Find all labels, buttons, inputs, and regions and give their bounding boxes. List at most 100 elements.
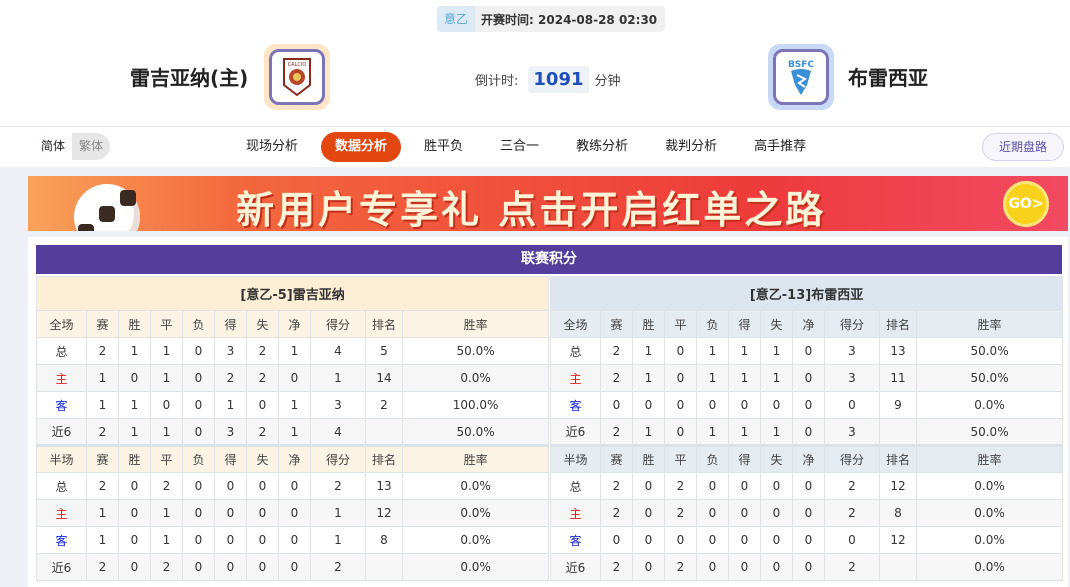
content-area: 新用户专享礼 点击开启红单之路 GO> 联赛积分 [意乙-5]雷吉亚纳 全场赛胜平… (0, 167, 1070, 587)
language-toggle[interactable]: 简体 繁体 (34, 133, 111, 160)
league-tag[interactable]: 意乙 (437, 6, 476, 32)
table-cell: 2 (824, 499, 880, 527)
go-button[interactable]: GO> (1003, 181, 1049, 227)
table-cell: 2 (310, 553, 366, 581)
table-cell: 1 (696, 364, 729, 392)
table-row: 总 2 1 0 1 1 1 0 3 13 50.0% (550, 337, 1064, 365)
away-team-name[interactable]: 布雷西亚 (848, 66, 928, 90)
table-cell: 1 (150, 499, 183, 527)
row-label: 客 (550, 391, 601, 419)
home-team-name[interactable]: 雷吉亚纳(主) (130, 66, 249, 90)
row-label: 客 (36, 526, 87, 554)
table-cell: 0 (696, 526, 729, 554)
table-cell (365, 553, 403, 581)
table-row: 近6 2 0 2 0 0 0 0 2 0.0% (550, 553, 1064, 581)
table-cell: 1 (310, 526, 366, 554)
table-cell: 2 (150, 472, 183, 500)
column-header: 失 (246, 310, 279, 338)
table-cell: 1 (728, 364, 761, 392)
table-cell: 50.0% (915, 418, 1064, 447)
table-cell: 14 (365, 364, 403, 392)
row-label: 主 (36, 364, 87, 392)
table-cell: 0 (182, 337, 215, 365)
tab-6[interactable]: 高手推荐 (754, 139, 807, 154)
table-cell: 5 (365, 337, 403, 365)
tab-0[interactable]: 现场分析 (246, 139, 299, 154)
table-row: 主 2 0 2 0 0 0 0 2 8 0.0% (550, 499, 1064, 527)
table-cell: 1 (632, 364, 665, 392)
table-cell: 1 (760, 364, 793, 392)
column-header: 赛 (600, 445, 633, 473)
table-row: 客 0 0 0 0 0 0 0 0 9 0.0% (550, 391, 1064, 419)
column-header: 平 (664, 310, 697, 338)
table-cell: 2 (86, 553, 119, 581)
table-cell: 0 (600, 526, 633, 554)
tab-2[interactable]: 胜平负 (424, 139, 464, 154)
table-cell: 0 (182, 364, 215, 392)
table-row: 总 2 0 2 0 0 0 0 2 13 0.0% (36, 472, 550, 500)
column-header: 半场 (36, 445, 87, 473)
row-label: 主 (36, 499, 87, 527)
table-cell: 13 (879, 337, 917, 365)
table-cell: 0 (824, 526, 880, 554)
promo-banner[interactable]: 新用户专享礼 点击开启红单之路 GO> (28, 176, 1068, 231)
column-header: 赛 (86, 445, 119, 473)
table-cell: 2 (824, 472, 880, 500)
row-label: 近6 (550, 418, 601, 447)
table-cell: 1 (150, 364, 183, 392)
table-cell: 0 (792, 526, 825, 554)
table-cell: 3 (824, 364, 880, 392)
table-cell: 0 (182, 526, 215, 554)
away-team-logo[interactable]: BSFC (768, 44, 834, 110)
table-cell: 0 (118, 553, 151, 581)
full-header-row: 全场赛胜平负得失净得分 排名 胜率 (36, 310, 550, 338)
home-team-logo[interactable]: CALCIO (264, 44, 330, 110)
tab-1[interactable]: 数据分析 (321, 132, 402, 162)
team-standing-title: [意乙-5]雷吉亚纳 (35, 276, 550, 311)
table-cell: 1 (310, 499, 366, 527)
tab-4[interactable]: 教练分析 (576, 139, 629, 154)
tab-3[interactable]: 三合一 (500, 139, 540, 154)
column-header: 得分 (310, 310, 366, 338)
table-cell: 0 (278, 499, 311, 527)
table-cell: 2 (664, 472, 697, 500)
table-cell: 2 (310, 472, 366, 500)
table-cell: 1 (760, 337, 793, 365)
table-cell: 2 (824, 553, 880, 581)
table-cell: 0 (728, 526, 761, 554)
recent-handicap-button[interactable]: 近期盘路 (982, 133, 1064, 161)
table-cell: 0 (760, 499, 793, 527)
table-cell: 1 (150, 526, 183, 554)
countdown-label: 倒计时: (475, 74, 519, 89)
half-header-row: 半场赛胜平负得失净得分 排名 胜率 (36, 445, 550, 473)
column-header: 负 (696, 445, 729, 473)
table-cell: 0.0% (401, 499, 550, 527)
table-cell: 1 (118, 391, 151, 419)
tab-list: 现场分析 数据分析 胜平负 三合一 教练分析 裁判分析 高手推荐 (232, 132, 829, 162)
table-cell: 3 (310, 391, 366, 419)
table-cell: 0 (760, 472, 793, 500)
table-cell: 0.0% (401, 526, 550, 554)
table-cell: 0 (214, 526, 247, 554)
kickoff-label: 开赛时间: (481, 12, 534, 27)
table-cell: 0 (664, 391, 697, 419)
table-cell: 0 (278, 526, 311, 554)
row-label: 近6 (36, 418, 87, 447)
table-cell: 0 (278, 553, 311, 581)
table-cell: 0 (632, 499, 665, 527)
column-header: 胜 (118, 310, 151, 338)
column-header: 净 (278, 310, 311, 338)
table-cell: 0 (792, 499, 825, 527)
half-header-row: 半场赛胜平负得失净得分 排名 胜率 (550, 445, 1064, 473)
table-cell: 0 (182, 553, 215, 581)
lang-traditional[interactable]: 繁体 (79, 139, 104, 153)
row-label: 总 (550, 472, 601, 500)
table-row: 客 0 0 0 0 0 0 0 0 12 0.0% (550, 526, 1064, 554)
kickoff-info: 意乙 开赛时间: 2024-08-28 02:30 (437, 6, 666, 32)
tab-5[interactable]: 裁判分析 (665, 139, 718, 154)
row-label: 客 (36, 391, 87, 419)
column-header: 胜 (632, 445, 665, 473)
table-cell: 2 (246, 337, 279, 365)
table-cell: 50.0% (401, 337, 550, 365)
lang-simplified[interactable]: 简体 (34, 133, 73, 160)
